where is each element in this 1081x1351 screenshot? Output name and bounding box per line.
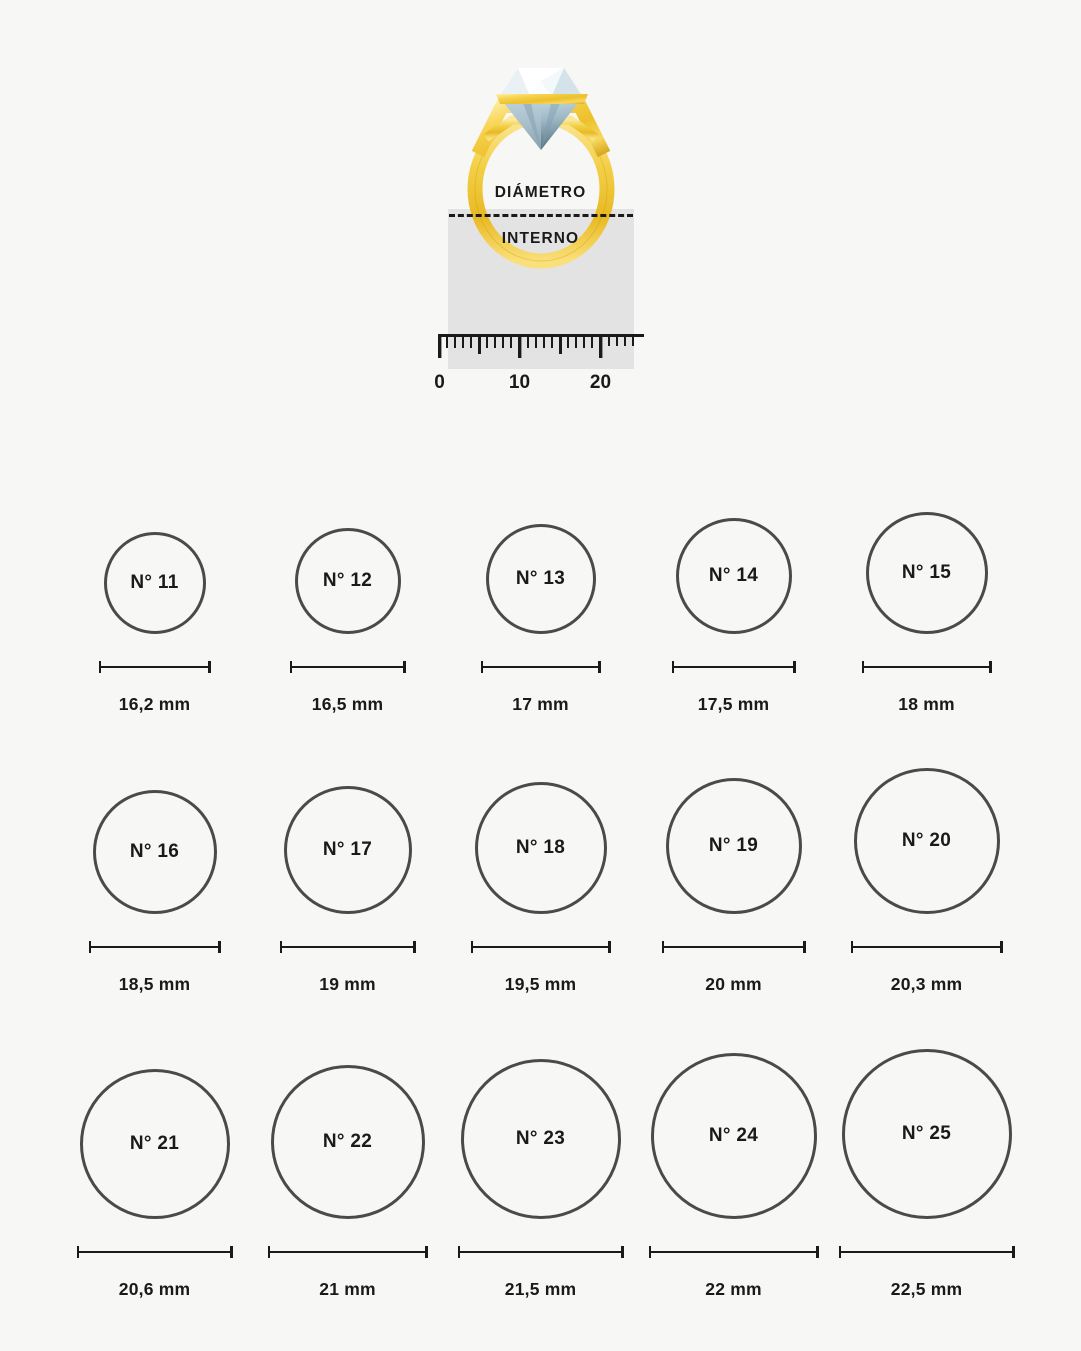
- measure-bar: [289, 661, 406, 673]
- ring-size-label: N° 12: [322, 570, 373, 591]
- ring-diagram-section: DIÁMETRO INTERNO: [0, 0, 1081, 430]
- ring-circle[interactable]: N° 19: [665, 778, 802, 914]
- measure-bar: [88, 941, 221, 953]
- ring-size-label: N° 19: [708, 835, 759, 856]
- ring-diameter-label: 20,6 mm: [118, 1279, 191, 1299]
- ring-size-label: N° 22: [322, 1131, 373, 1152]
- measure-bar: [661, 941, 806, 953]
- ring-circle[interactable]: N° 22: [270, 1065, 425, 1219]
- ring-circle[interactable]: N° 18: [474, 782, 607, 914]
- ring-illustration-icon: [467, 68, 614, 269]
- ruler-tick-10: 10: [508, 372, 531, 393]
- ring-size-label: N° 25: [901, 1123, 952, 1144]
- ring-diameter-label: 19 mm: [319, 974, 376, 994]
- ring-diameter-label: 21 mm: [319, 1279, 376, 1299]
- ring-size-label: N° 17: [322, 839, 373, 860]
- ruler-number-labels: 0 10 20: [426, 372, 656, 396]
- ruler-tick-0: 0: [434, 372, 445, 393]
- ruler-icon: [437, 334, 644, 358]
- ring-size-label: N° 21: [129, 1133, 180, 1154]
- measure-bar: [267, 1246, 428, 1258]
- ring-size-cell[interactable]: N° 17 19 mm: [251, 786, 444, 995]
- ring-size-label: N° 13: [515, 568, 566, 589]
- ring-size-cell[interactable]: N° 16 18,5 mm: [58, 790, 251, 995]
- ring-size-cell[interactable]: N° 25 22,5 mm: [830, 1049, 1023, 1300]
- ring-size-cell[interactable]: N° 11 16,2 mm: [58, 532, 251, 715]
- ring-circle[interactable]: N° 20: [853, 768, 1000, 914]
- ring-diameter-label: 18 mm: [898, 694, 955, 714]
- ring-size-cell[interactable]: N° 20 20,3 mm: [830, 768, 1023, 995]
- ring-circle[interactable]: N° 12: [294, 528, 401, 634]
- ring-circle[interactable]: N° 14: [675, 518, 792, 634]
- measure-bar: [671, 661, 796, 673]
- ring-diameter-label: 20 mm: [705, 974, 762, 994]
- ring-size-cell[interactable]: N° 19 20 mm: [637, 778, 830, 995]
- measure-bar: [279, 941, 416, 953]
- ring-diameter-label: 17 mm: [512, 694, 569, 714]
- ring-size-cell[interactable]: N° 18 19,5 mm: [444, 782, 637, 995]
- ring-size-cell[interactable]: N° 24 22 mm: [637, 1053, 830, 1300]
- ring-diameter-label: 16,5 mm: [311, 694, 384, 714]
- measure-bar: [457, 1246, 624, 1258]
- ring-size-cell[interactable]: N° 14 17,5 mm: [637, 518, 830, 715]
- size-row-1: N° 11 16,2 mm N° 12 16,5 mm N° 13 17 mm …: [58, 430, 1023, 715]
- ring-circle[interactable]: N° 16: [92, 790, 217, 914]
- ruler-tick-20: 20: [589, 372, 612, 393]
- ring-diameter-label: 19,5 mm: [504, 974, 577, 994]
- measure-bar: [98, 661, 211, 673]
- ring-size-cell[interactable]: N° 12 16,5 mm: [251, 528, 444, 715]
- ring-size-cell[interactable]: N° 13 17 mm: [444, 524, 637, 715]
- ring-size-label: N° 18: [515, 837, 566, 858]
- ring-size-cell[interactable]: N° 23 21,5 mm: [444, 1059, 637, 1300]
- ring-diameter-label: 22,5 mm: [890, 1279, 963, 1299]
- interno-label: INTERNO: [501, 230, 580, 247]
- measure-bar: [850, 941, 1003, 953]
- measure-bar: [861, 661, 992, 673]
- measure-bar: [838, 1246, 1015, 1258]
- ring-circle[interactable]: N° 13: [485, 524, 596, 634]
- ring-diameter-label: 17,5 mm: [697, 694, 770, 714]
- ring-size-label: N° 11: [130, 572, 179, 593]
- ring-size-cell[interactable]: N° 15 18 mm: [830, 512, 1023, 715]
- ring-size-grid: N° 11 16,2 mm N° 12 16,5 mm N° 13 17 mm …: [0, 430, 1081, 1300]
- measure-bar: [480, 661, 601, 673]
- ring-size-label: N° 15: [901, 562, 952, 583]
- ring-size-cell[interactable]: N° 22 21 mm: [251, 1065, 444, 1300]
- ring-size-label: N° 23: [515, 1128, 566, 1149]
- size-row-2: N° 16 18,5 mm N° 17 19 mm N° 18 19,5 mm …: [58, 715, 1023, 995]
- ring-size-label: N° 14: [708, 565, 759, 586]
- ring-diameter-label: 18,5 mm: [118, 974, 191, 994]
- ring-diameter-label: 20,3 mm: [890, 974, 963, 994]
- size-row-3: N° 21 20,6 mm N° 22 21 mm N° 23 21,5 mm …: [58, 995, 1023, 1300]
- ring-circle[interactable]: N° 23: [460, 1059, 621, 1219]
- ring-circle[interactable]: N° 17: [283, 786, 412, 914]
- ring-circle[interactable]: N° 21: [79, 1069, 230, 1219]
- ring-size-cell[interactable]: N° 21 20,6 mm: [58, 1069, 251, 1300]
- ring-circle[interactable]: N° 15: [865, 512, 988, 634]
- measure-bar: [76, 1246, 233, 1258]
- ring-size-label: N° 16: [129, 841, 180, 862]
- ring-circle[interactable]: N° 24: [650, 1053, 817, 1219]
- ring-circle[interactable]: N° 11: [103, 532, 206, 634]
- diametro-label: DIÁMETRO: [494, 184, 587, 201]
- measure-bar: [648, 1246, 819, 1258]
- ring-circle[interactable]: N° 25: [841, 1049, 1012, 1219]
- ring-size-label: N° 20: [901, 830, 952, 851]
- ring-size-label: N° 24: [708, 1125, 759, 1146]
- inner-diameter-dashed-line: [448, 214, 633, 217]
- ring-figure: DIÁMETRO INTERNO: [426, 34, 656, 404]
- ring-diameter-label: 22 mm: [705, 1279, 762, 1299]
- ring-diameter-label: 21,5 mm: [504, 1279, 577, 1299]
- ring-diameter-label: 16,2 mm: [118, 694, 191, 714]
- measure-bar: [470, 941, 611, 953]
